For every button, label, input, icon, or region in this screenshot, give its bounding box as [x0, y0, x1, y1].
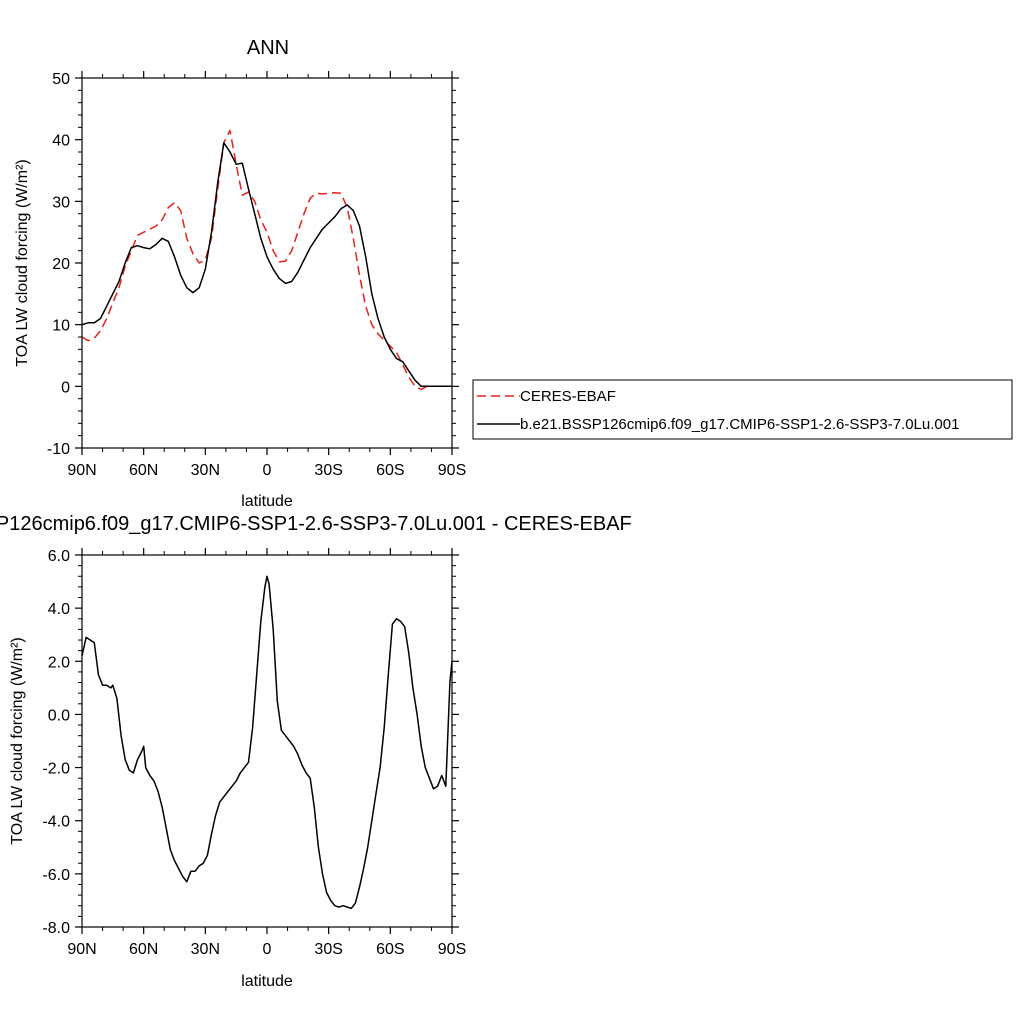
bottom-x-axis-label: latitude: [241, 973, 293, 990]
top-x-axis-label: latitude: [241, 493, 293, 510]
x-tick-label: 60S: [376, 941, 404, 958]
bottom-plot-frame: [81, 554, 453, 928]
y-tick-label: -6.0: [42, 867, 70, 884]
x-tick-label: 90N: [67, 941, 96, 958]
legend-label-ceres-ebaf: CERES-EBAF: [520, 388, 616, 405]
bottom-panel: b.e21.BSSP126cmip6.f09_g17.CMIP6-SSP1-2.…: [0, 513, 632, 990]
y-tick-label: 40: [52, 133, 70, 150]
legend: CERES-EBAF b.e21.BSSP126cmip6.f09_g17.CM…: [472, 379, 1013, 440]
series-line-0: [81, 575, 453, 910]
x-tick-label: 90S: [438, 462, 466, 479]
top-chart-title: ANN: [247, 37, 289, 59]
top-plot-frame: [81, 77, 453, 449]
x-tick-label: 30S: [314, 941, 342, 958]
y-tick-label: 20: [52, 256, 70, 273]
x-tick-label: 90N: [67, 462, 96, 479]
y-tick-label: 2.0: [48, 654, 70, 671]
top-panel: ANN -10 0 10 20 30 40 50 90N 60N 30N 0 30S 60S 90S l…: [14, 37, 1013, 510]
bottom-chart-title: b.e21.BSSP126cmip6.f09_g17.CMIP6-SSP1-2.…: [0, 513, 632, 535]
top-y-tick-labels: -10 0 10 20 30 40 50: [47, 71, 70, 458]
y-tick-label: 6.0: [48, 548, 70, 565]
x-tick-label: 30N: [191, 462, 220, 479]
y-tick-label: 10: [52, 318, 70, 335]
y-tick-label: 50: [52, 71, 70, 88]
x-tick-label: 30S: [314, 462, 342, 479]
bottom-x-tick-labels: 90N 60N 30N 0 30S 60S 90S: [67, 941, 466, 958]
y-tick-label: -2.0: [42, 761, 70, 778]
y-tick-label: 0.0: [48, 707, 70, 724]
x-tick-label: 0: [263, 462, 272, 479]
bottom-tick-marks: [75, 548, 459, 934]
x-tick-label: 60N: [129, 462, 158, 479]
y-tick-label: 30: [52, 194, 70, 211]
x-tick-label: 60S: [376, 462, 404, 479]
legend-box: [472, 379, 1013, 440]
y-tick-label: 4.0: [48, 601, 70, 618]
x-tick-label: 60N: [129, 941, 158, 958]
bottom-y-tick-labels: -8.0 -6.0 -4.0 -2.0 0.0 2.0 4.0 6.0: [42, 548, 70, 937]
top-y-axis-label: TOA LW cloud forcing (W/m²): [14, 159, 31, 366]
y-tick-label: -8.0: [42, 920, 70, 937]
x-tick-label: 30N: [191, 941, 220, 958]
y-tick-label: -10: [47, 441, 70, 458]
series-line-0: [81, 129, 452, 391]
bottom-series-lines: [81, 575, 453, 910]
series-line-1: [81, 142, 452, 388]
bottom-y-axis-label: TOA LW cloud forcing (W/m²): [9, 637, 26, 844]
y-tick-label: 0: [61, 379, 70, 396]
legend-label-model: b.e21.BSSP126cmip6.f09_g17.CMIP6-SSP1-2.…: [520, 416, 959, 433]
top-tick-marks: [75, 71, 459, 455]
top-x-tick-labels: 90N 60N 30N 0 30S 60S 90S: [67, 462, 466, 479]
y-tick-label: -4.0: [42, 814, 70, 831]
top-series-lines: [81, 129, 452, 391]
x-tick-label: 90S: [438, 941, 466, 958]
x-tick-label: 0: [263, 941, 272, 958]
